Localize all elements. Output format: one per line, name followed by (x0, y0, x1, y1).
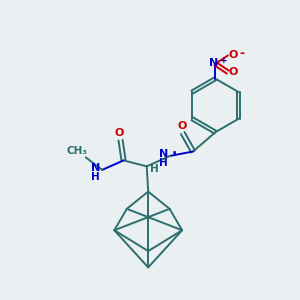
Text: O: O (229, 50, 238, 61)
Text: H: H (150, 164, 158, 174)
Text: O: O (177, 121, 187, 130)
Text: H: H (91, 172, 100, 182)
Text: +: + (220, 56, 227, 65)
Text: N: N (209, 58, 218, 68)
Text: ·: · (171, 147, 177, 160)
Text: -: - (239, 46, 244, 60)
Text: N: N (91, 163, 100, 172)
Text: O: O (114, 128, 124, 138)
Text: CH₃: CH₃ (66, 146, 87, 156)
Text: N: N (159, 148, 168, 159)
Text: H: H (159, 158, 168, 168)
Text: O: O (229, 67, 238, 77)
